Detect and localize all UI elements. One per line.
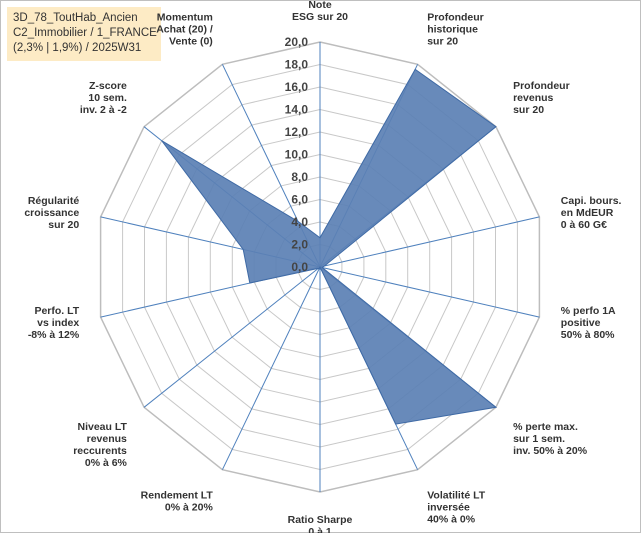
axis-label-11-line-0: Régularité — [28, 195, 80, 207]
axis-label-9-line-3: 0% à 6% — [85, 457, 128, 469]
axis-label-8-line-1: 0% à 20% — [165, 502, 214, 514]
axis-label-5-line-2: inv. 50% à 20% — [513, 445, 588, 457]
axis-label-7-line-1: 0 à 1 — [308, 526, 332, 533]
axis-label-0-line-0: Note — [308, 0, 331, 11]
axis-label-4-line-2: 50% à 80% — [561, 329, 615, 341]
spoke-9 — [143, 266, 321, 408]
axis-label-6-line-0: Volatilité LT — [427, 490, 486, 502]
info-line-2: C2_Immobilier / 1_FRANCE — [13, 27, 157, 39]
axis-label-9-line-0: Niveau LT — [77, 421, 127, 433]
axis-label-1-line-2: sur 20 — [427, 36, 458, 48]
chart-info-box: 3D_78_ToutHab_Ancien C2_Immobilier / 1_F… — [7, 7, 161, 61]
axis-label-6-line-2: 40% à 0% — [427, 514, 476, 526]
axis-label-1-line-0: Profondeur — [427, 12, 484, 24]
tick-label-4: 8,0 — [291, 170, 308, 184]
axis-label-12-line-0: Z-score — [89, 80, 127, 92]
radar-series — [161, 68, 498, 425]
axis-label-2-line-2: sur 20 — [513, 104, 544, 116]
axis-label-5: % perte max.sur 1 sem.inv. 50% à 20% — [513, 421, 588, 457]
axis-label-7-line-0: Ratio Sharpe — [288, 514, 353, 526]
spoke-3 — [319, 216, 540, 268]
tick-label-1: 2,0 — [291, 238, 308, 252]
axis-label-4-line-0: % perfo 1A — [561, 305, 616, 317]
axis-label-10-line-0: Perfo. LT — [34, 305, 79, 317]
axis-label-5-line-1: sur 1 sem. — [513, 433, 565, 445]
tick-label-5: 10,0 — [285, 148, 309, 162]
tick-label-10: 20,0 — [285, 35, 309, 49]
radial-tick-labels: 0,0 2,0 4,0 6,0 8,0 10,0 12,0 14,0 16,0 18,0 20,0 — [285, 35, 309, 274]
axis-label-12-line-1: 10 sem. — [88, 92, 127, 104]
tick-label-2: 4,0 — [291, 215, 308, 229]
tick-label-6: 12,0 — [285, 125, 309, 139]
axis-label-9-line-2: reccurents — [73, 445, 127, 457]
axis-label-3-line-1: en MdEUR — [561, 207, 614, 219]
axis-label-1-line-1: historique — [427, 24, 478, 36]
tick-label-3: 6,0 — [291, 193, 308, 207]
axis-label-6-line-1: inversée — [427, 502, 470, 514]
axis-label-5-line-0: % perte max. — [513, 421, 578, 433]
axis-label-8-line-0: Rendement LT — [141, 490, 214, 502]
axis-label-13-line-0: Momentum — [157, 12, 213, 24]
axis-label-3-line-2: 0 à 60 G€ — [561, 219, 607, 231]
axis-label-3-line-0: Capi. bours. — [561, 195, 622, 207]
info-line-1: 3D_78_ToutHab_Ancien — [13, 12, 138, 24]
axis-label-11-line-2: sur 20 — [48, 219, 79, 231]
series-area — [161, 68, 498, 425]
axis-label-12-line-2: inv. 2 à -2 — [80, 104, 127, 116]
tick-label-0: 0,0 — [291, 260, 308, 274]
axis-label-8: Rendement LT0% à 20% — [141, 490, 214, 514]
tick-label-9: 18,0 — [285, 58, 309, 72]
tick-label-7: 14,0 — [285, 103, 309, 117]
axis-label-10-line-1: vs index — [37, 317, 79, 329]
info-line-3: (2,3% | 1,9%) / 2025W31 — [13, 42, 142, 54]
axis-label-10-line-2: -8% à 12% — [28, 329, 80, 341]
axis-label-9-line-1: revenus — [87, 433, 127, 445]
spoke-4 — [319, 266, 540, 318]
spoke-8 — [221, 266, 321, 470]
axis-label-13-line-1: Achat (20) / — [156, 24, 213, 36]
axis-label-13-line-2: Vente (0) — [169, 36, 213, 48]
axis-label-11-line-1: croissance — [24, 207, 79, 219]
axis-label-2-line-0: Profondeur — [513, 80, 570, 92]
tick-label-8: 16,0 — [285, 80, 309, 94]
axis-label-0-line-1: ESG sur 20 — [292, 11, 348, 23]
axis-label-4-line-1: positive — [561, 317, 601, 329]
axis-label-2-line-1: revenus — [513, 92, 553, 104]
